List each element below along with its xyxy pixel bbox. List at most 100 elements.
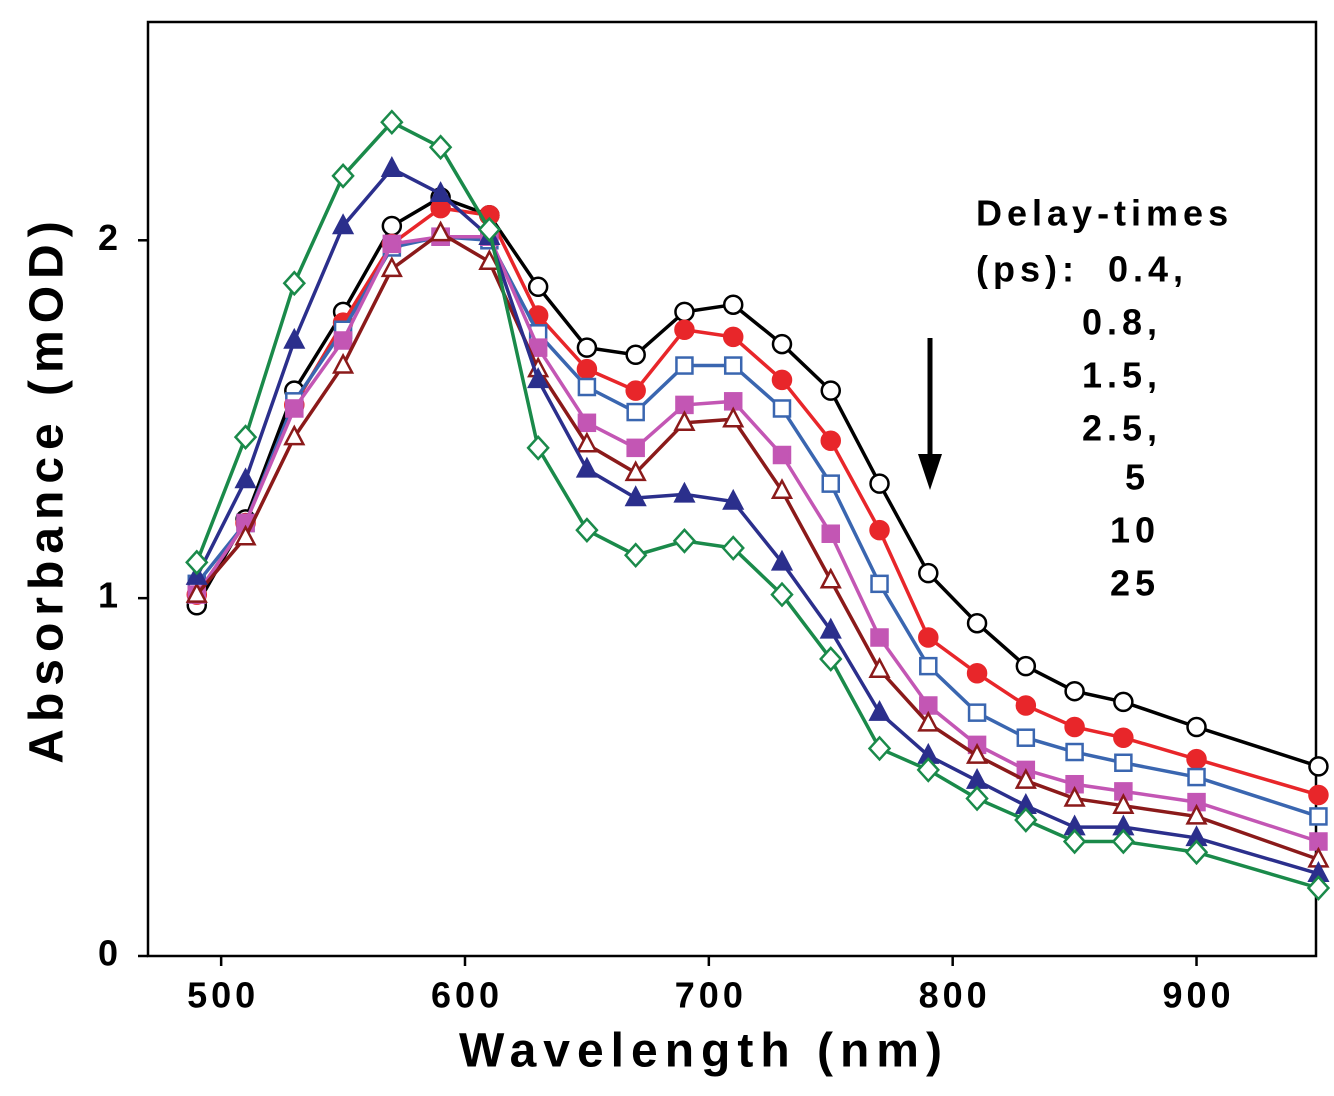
point	[1014, 767, 1037, 789]
point	[381, 215, 403, 237]
point	[966, 663, 988, 684]
series	[186, 187, 1329, 777]
point	[1014, 807, 1038, 833]
point	[527, 367, 550, 389]
point	[772, 445, 792, 465]
point	[333, 331, 353, 350]
point	[1184, 839, 1209, 866]
legend-entry: 0.8,	[1082, 302, 1162, 343]
point	[233, 424, 258, 450]
series	[185, 220, 1330, 868]
point	[477, 216, 502, 243]
point	[723, 356, 743, 375]
point	[916, 757, 940, 783]
point	[625, 380, 646, 401]
point	[380, 256, 403, 278]
point	[623, 542, 648, 569]
point	[869, 519, 890, 541]
point	[283, 327, 306, 349]
x-tick-label: 600	[431, 975, 503, 1016]
point	[1064, 680, 1085, 702]
point	[380, 156, 403, 177]
point	[770, 581, 794, 608]
point	[673, 410, 696, 432]
point	[870, 628, 889, 647]
point	[1114, 753, 1133, 773]
point	[527, 276, 549, 298]
point	[380, 109, 404, 136]
point	[868, 657, 891, 678]
point	[674, 301, 695, 323]
point	[674, 319, 695, 341]
x-tick-label: 800	[919, 975, 991, 1016]
point	[869, 473, 890, 494]
series-line	[195, 206, 1319, 797]
point	[283, 424, 306, 446]
point	[1112, 793, 1135, 814]
point	[821, 524, 841, 543]
series-line	[195, 120, 1319, 890]
arrow	[918, 338, 942, 490]
point	[967, 703, 987, 722]
y-axis-label: Absorbance (mOD)	[21, 214, 74, 763]
point	[919, 656, 938, 676]
point	[1016, 728, 1036, 747]
y-tick-label: 2	[98, 217, 122, 258]
point	[867, 735, 892, 762]
point	[819, 567, 842, 589]
point	[770, 478, 794, 500]
point	[185, 581, 208, 603]
point	[770, 549, 794, 571]
point	[918, 627, 939, 648]
point	[721, 535, 745, 561]
point	[1113, 691, 1134, 713]
point	[1308, 756, 1329, 777]
y-tick-label: 0	[98, 933, 122, 974]
x-tick-label: 500	[187, 975, 259, 1016]
point	[626, 402, 645, 422]
series	[185, 109, 1331, 901]
point	[771, 333, 793, 355]
point	[966, 612, 988, 634]
point	[821, 474, 841, 493]
point	[772, 399, 792, 418]
point	[722, 406, 745, 428]
point	[1015, 655, 1037, 677]
point	[331, 352, 355, 374]
point	[1111, 828, 1136, 855]
point	[234, 467, 257, 489]
point	[577, 377, 597, 397]
point	[1185, 803, 1208, 825]
point	[1063, 785, 1086, 807]
series-line	[195, 195, 1319, 769]
point	[429, 220, 452, 242]
legend-entry: 25	[1110, 563, 1160, 604]
y-tick-label: 1	[98, 575, 122, 616]
point	[576, 337, 598, 358]
point	[819, 617, 842, 639]
series	[186, 197, 1329, 806]
point	[1064, 716, 1085, 738]
legend-entry: 0.4,	[1108, 249, 1188, 290]
x-tick-label: 700	[675, 975, 747, 1016]
point	[917, 710, 940, 732]
point	[965, 785, 989, 812]
legend-entry: 10	[1110, 510, 1160, 551]
point	[576, 358, 598, 380]
point	[625, 344, 646, 366]
point	[429, 181, 452, 203]
point	[1308, 784, 1329, 806]
plot-frame	[146, 20, 1318, 958]
series-line	[195, 231, 1320, 862]
point	[626, 438, 645, 458]
point	[918, 562, 939, 584]
point	[478, 249, 501, 271]
x-tick-label: 900	[1162, 975, 1234, 1016]
point	[575, 456, 598, 478]
legend-unit: (ps):	[976, 249, 1079, 290]
point	[672, 528, 697, 554]
point	[870, 574, 889, 594]
point	[1113, 727, 1134, 748]
point	[282, 270, 306, 297]
point	[675, 356, 694, 375]
